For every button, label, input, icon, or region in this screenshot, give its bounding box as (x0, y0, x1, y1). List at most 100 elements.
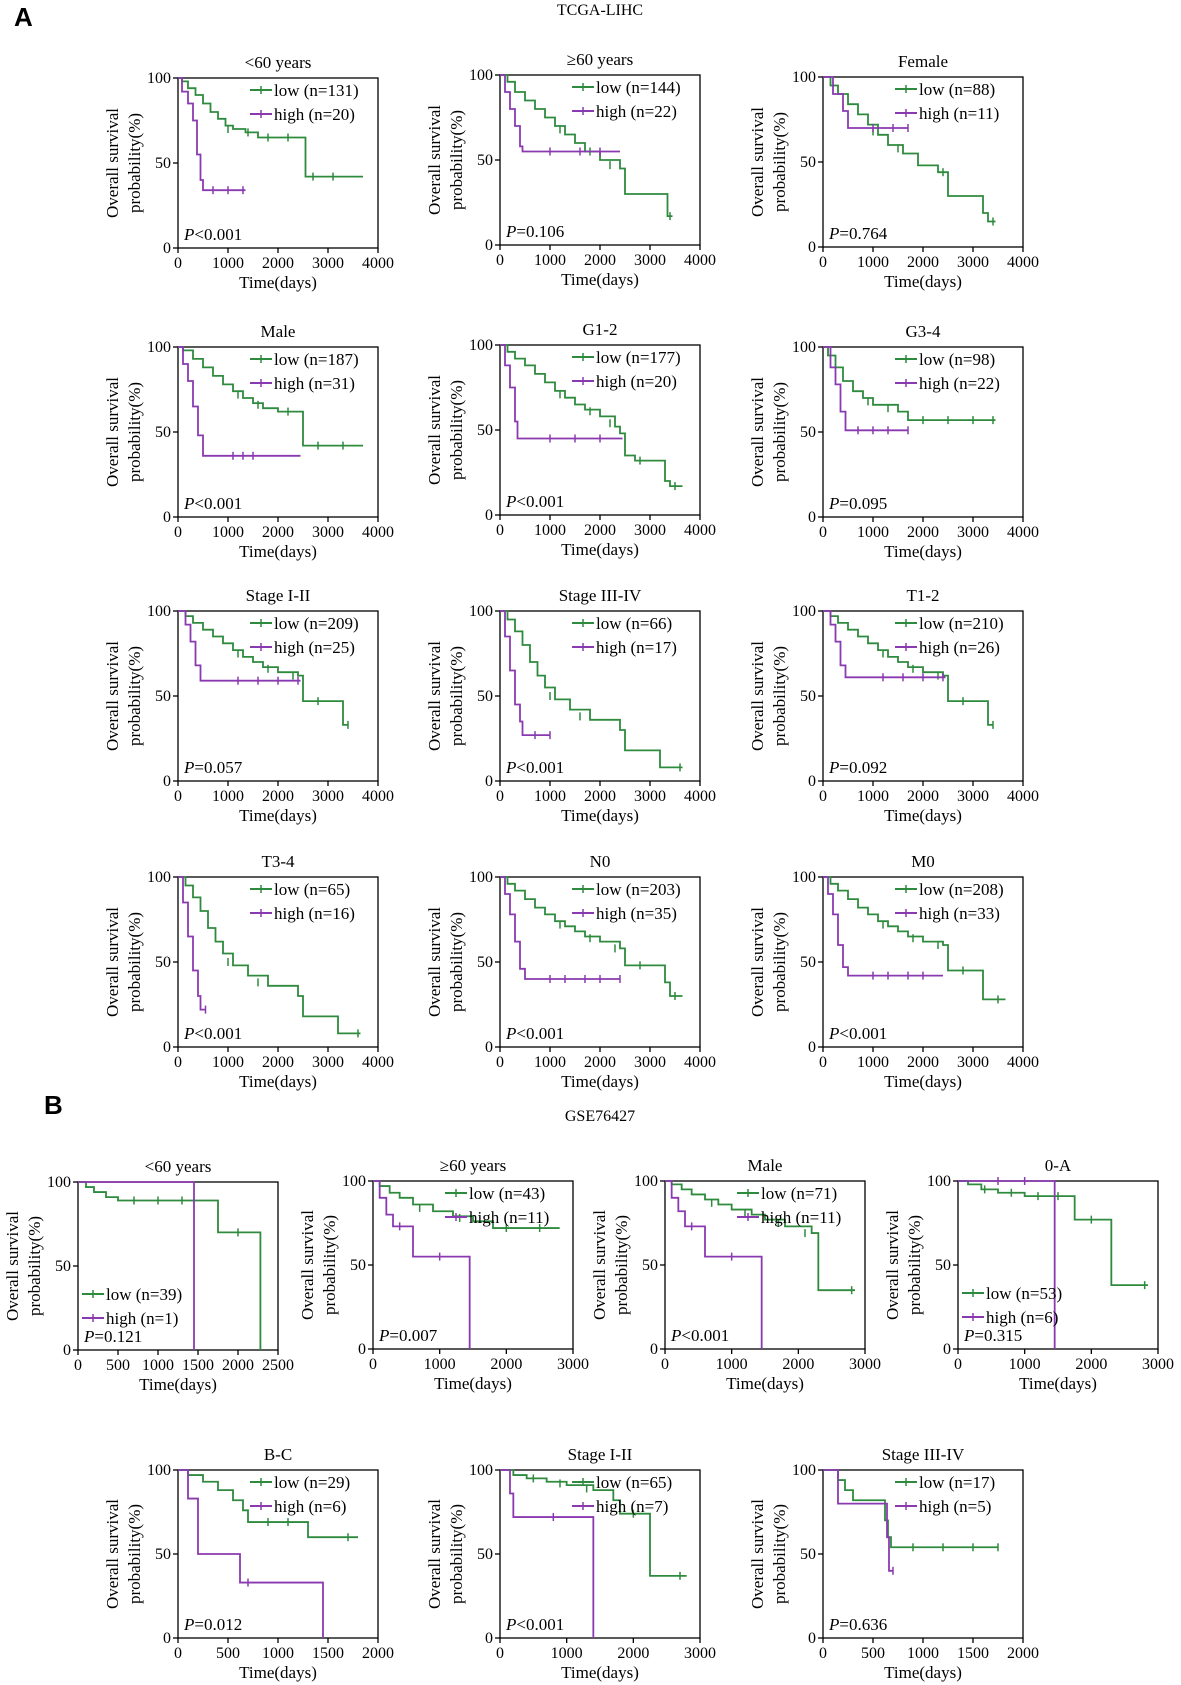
y-tick-label: 50 (477, 954, 493, 971)
p-value: P=0.092 (828, 758, 887, 777)
curve-low (500, 1469, 687, 1577)
plot-title: T1-2 (906, 586, 939, 605)
curve-low (373, 1180, 560, 1229)
x-tick-label: 1000 (534, 252, 566, 269)
x-tick-label: 4000 (362, 1054, 394, 1071)
y-axis-label: Overall survival probability(%) (425, 375, 466, 485)
plot-frame (822, 346, 1024, 518)
x-tick-label: 3000 (634, 1054, 666, 1071)
y-tick-label: 50 (155, 1546, 171, 1563)
p-value: P=0.007 (378, 1326, 438, 1345)
y-tick-label: 50 (800, 154, 816, 171)
x-tick-label: 0 (174, 1645, 182, 1662)
x-tick-label: 3000 (312, 1054, 344, 1071)
x-tick-label: 2000 (1075, 1356, 1107, 1373)
legend-label-low: low (n=144) (596, 78, 681, 97)
curve-high (823, 346, 908, 432)
legend-label-high: high (n=17) (596, 638, 677, 657)
y-tick-label: 0 (358, 1341, 366, 1358)
x-tick-label: 0 (496, 1645, 504, 1662)
legend-label-low: low (n=29) (274, 1473, 350, 1492)
x-tick-label: 4000 (1007, 1054, 1039, 1071)
x-tick-label: 3000 (1142, 1356, 1174, 1373)
legend-label-low: low (n=98) (919, 350, 995, 369)
curve-high (178, 346, 301, 457)
legend-label-high: high (n=11) (919, 104, 999, 123)
x-tick-label: 2000 (1007, 1645, 1039, 1662)
p-value: P<0.001 (828, 1024, 887, 1043)
legend-label-low: low (n=65) (274, 880, 350, 899)
x-tick-label: 4000 (1007, 254, 1039, 271)
curve-high (823, 76, 908, 129)
y-tick-label: 100 (147, 869, 171, 886)
x-tick-label: 1000 (424, 1356, 456, 1373)
y-axis-label: Overall survival probability(%) (748, 377, 789, 487)
x-tick-label: 1500 (957, 1645, 989, 1662)
x-tick-label: 0 (174, 255, 182, 272)
y-axis-label: Overall survival probability(%) (883, 1210, 924, 1320)
plot-title: T3-4 (261, 852, 295, 871)
x-axis-label: Time(days) (884, 542, 962, 561)
y-tick-label: 0 (163, 240, 171, 257)
y-tick-label: 100 (469, 67, 493, 84)
y-tick-label: 0 (63, 1342, 71, 1359)
legend-label-high: high (n=35) (596, 904, 677, 923)
curve-low (958, 1180, 1148, 1287)
legend-label-high: high (n=33) (919, 904, 1000, 923)
y-tick-label: 100 (792, 869, 816, 886)
y-tick-label: 0 (943, 1341, 951, 1358)
legend-label-high: high (n=20) (596, 372, 677, 391)
y-axis-label: Overall survival probability(%) (103, 377, 144, 487)
x-tick-label: 1000 (857, 254, 889, 271)
x-tick-label: 0 (819, 254, 827, 271)
x-tick-label: 4000 (1007, 524, 1039, 541)
x-tick-label: 3000 (312, 788, 344, 805)
plot-title: M0 (911, 852, 935, 871)
x-tick-label: 3000 (634, 788, 666, 805)
p-value: P<0.001 (183, 1024, 242, 1043)
y-tick-label: 100 (792, 69, 816, 86)
x-tick-label: 3000 (957, 1054, 989, 1071)
p-value: P=0.095 (828, 494, 887, 513)
curve-high (178, 77, 246, 192)
x-tick-label: 0 (174, 788, 182, 805)
y-tick-label: 100 (342, 1173, 366, 1190)
y-tick-label: 0 (808, 239, 816, 256)
legend-label-low: low (n=131) (274, 81, 359, 100)
x-tick-label: 2000 (584, 788, 616, 805)
x-tick-label: 1000 (262, 1645, 294, 1662)
curve-low (823, 1469, 998, 1549)
plot-title: Male (748, 1156, 783, 1175)
x-tick-label: 0 (496, 788, 504, 805)
legend-label-high: high (n=22) (919, 374, 1000, 393)
y-tick-label: 50 (642, 1257, 658, 1274)
x-tick-label: 0 (819, 1645, 827, 1662)
plot-frame (822, 610, 1024, 782)
x-tick-label: 2000 (907, 1054, 939, 1071)
legend-label-low: low (n=39) (106, 1285, 182, 1304)
curve-low (178, 610, 348, 726)
curve-high (823, 876, 943, 977)
x-tick-label: 3000 (312, 255, 344, 272)
y-tick-label: 100 (927, 1173, 951, 1190)
plot-title: Stage III-IV (882, 1445, 965, 1464)
panel-letter-b: B (44, 1090, 63, 1120)
x-tick-label: 1000 (857, 1054, 889, 1071)
plot-title: Stage I-II (246, 586, 311, 605)
x-tick-label: 1000 (142, 1357, 174, 1374)
curve-high (823, 1469, 893, 1572)
panel-letter-a: A (14, 2, 33, 32)
p-value: P<0.001 (183, 494, 242, 513)
x-tick-label: 1000 (857, 524, 889, 541)
plot-title: B-C (264, 1445, 292, 1464)
curve-high (500, 1469, 595, 1638)
x-tick-label: 2000 (262, 788, 294, 805)
